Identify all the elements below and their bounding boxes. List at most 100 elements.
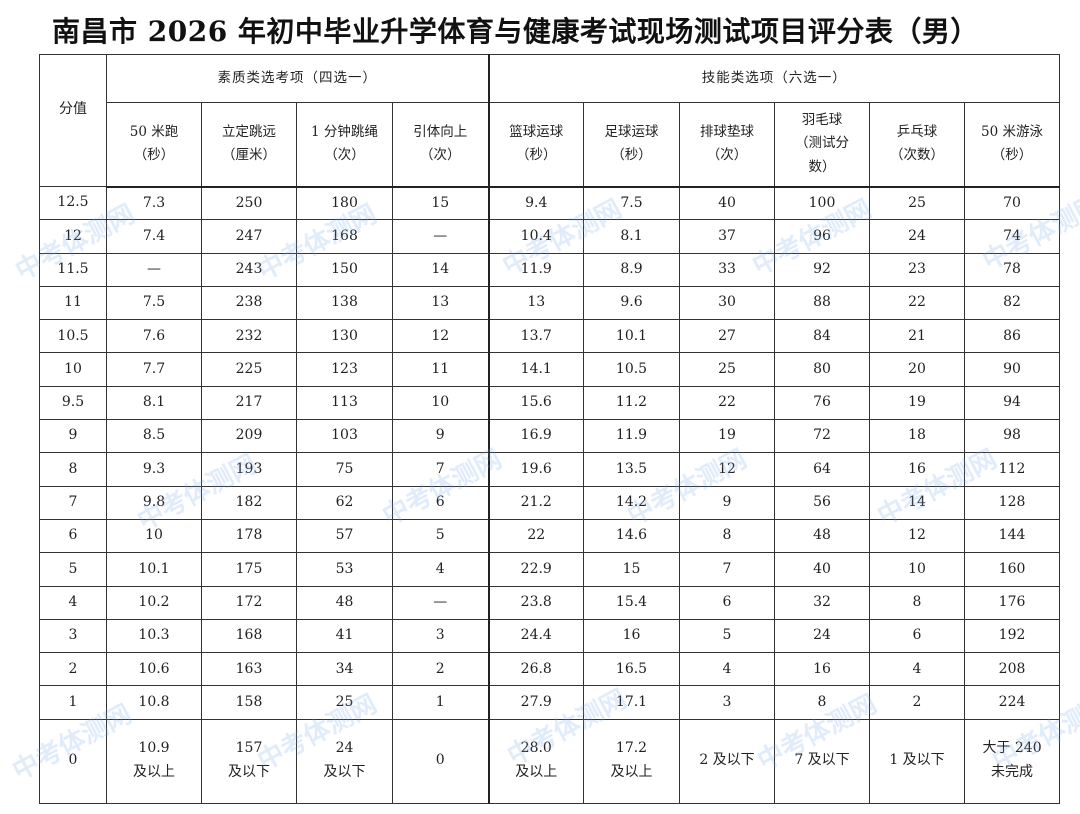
score-cell: 3 [39, 618, 107, 654]
column-header-line: 引体向上 [413, 123, 468, 140]
value-cell: 6 [869, 618, 965, 654]
value-cell: 10.8 [106, 685, 202, 720]
column-header: 引体向上 （次） [392, 102, 490, 188]
column-header-line: （测试分 [795, 135, 849, 152]
value-cell: 70 [963, 185, 1061, 221]
table-row: 10 7.7 225 123 11 14.1 10.5 25 80 20 90 [39, 352, 1061, 387]
value-cell: 168 [296, 219, 393, 254]
column-header-line: 50 米游泳 [981, 123, 1044, 140]
value-cell: 5 [679, 618, 775, 654]
score-table: 分值 素质类选考项（四选一） 技能类选项（六选一） 50 米跑 （秒） 立定跳远 （厘… [39, 54, 1061, 804]
value-cell: 62 [296, 485, 393, 520]
value-cell: 7 及以下 [774, 718, 870, 804]
column-header: 立定跳远 （厘米） [201, 102, 297, 188]
value-cell: 4 [679, 652, 775, 687]
value-cell: — [392, 585, 490, 620]
value-cell: 12 [869, 518, 965, 554]
value-cell: 1 [392, 685, 490, 720]
table-row: 11 7.5 238 138 13 13 9.6 30 88 22 82 [39, 285, 1061, 321]
value-cell: 238 [201, 285, 297, 321]
value-cell: 7 [392, 452, 490, 487]
cell-line: 10.9 [138, 740, 170, 757]
value-cell: 90 [963, 352, 1061, 387]
value-cell: 15 [392, 185, 490, 221]
value-cell: 8.1 [583, 219, 680, 254]
value-cell: 182 [201, 485, 297, 520]
value-cell: 20 [869, 352, 965, 387]
score-cell: 5 [39, 552, 107, 587]
table-row-zero: 0 10.9 及以上 157 及以下 24 及以下 0 28.0 及以上 17.2 及以上 2 及以下 7… [39, 718, 1061, 804]
value-cell: 9.4 [488, 185, 584, 221]
value-cell: 224 [963, 685, 1061, 720]
score-cell: 8 [39, 452, 107, 487]
value-cell: 10.3 [106, 618, 202, 654]
value-cell: 7.5 [106, 285, 202, 321]
value-cell: 25 [296, 685, 393, 720]
value-cell: 100 [774, 185, 870, 221]
value-cell: 57 [296, 518, 393, 554]
table-row: 12 7.4 247 168—10.4 8.1 37 96 24 74 [39, 219, 1061, 254]
value-cell: 37 [679, 219, 775, 254]
value-cell: 17.2 及以上 [583, 718, 680, 804]
value-cell: 12 [392, 319, 490, 354]
value-cell: 7.7 [106, 352, 202, 387]
column-header-line: （秒） [991, 147, 1033, 164]
value-cell: 大于 240 未完成 [963, 718, 1061, 804]
value-cell: 144 [963, 518, 1061, 554]
value-cell: 76 [774, 385, 870, 421]
value-cell: 10 [106, 518, 202, 554]
column-header-line: （次） [324, 147, 365, 164]
value-cell: 225 [201, 352, 297, 387]
value-cell: 27.9 [488, 685, 584, 720]
value-cell: 40 [679, 185, 775, 221]
score-cell: 10 [39, 352, 107, 387]
value-cell: 40 [774, 552, 870, 587]
value-cell: 25 [679, 352, 775, 387]
value-cell: 5 [392, 518, 490, 554]
value-cell: 7.3 [106, 185, 202, 221]
column-header: 1 分钟跳绳 （次） [296, 102, 393, 188]
value-cell: 10.1 [106, 552, 202, 587]
column-header-line: （厘米） [222, 147, 276, 164]
value-cell: 48 [296, 585, 393, 620]
value-cell: 78 [963, 252, 1061, 287]
value-cell: 86 [963, 319, 1061, 354]
column-header-line: 排球垫球 [700, 123, 754, 140]
value-cell: 16.9 [488, 419, 584, 454]
table-row: 9 8.5 209 103 9 16.9 11.9 19 72 18 98 [39, 419, 1061, 454]
value-cell: 3 [392, 618, 490, 654]
value-cell: 23.8 [488, 585, 584, 620]
score-cell: 9.5 [39, 385, 107, 421]
value-cell: 14.6 [583, 518, 680, 554]
score-cell: 7 [39, 485, 107, 520]
column-header-line: （秒） [611, 147, 652, 164]
value-cell: 48 [774, 518, 870, 554]
score-cell: 11.5 [39, 252, 107, 287]
value-cell: 172 [201, 585, 297, 620]
value-cell: 14 [392, 252, 490, 287]
cell-line: 及以下 [323, 764, 366, 781]
value-cell: 19 [869, 385, 965, 421]
value-cell: 7.5 [583, 185, 680, 221]
column-header-line: （次数） [890, 147, 944, 164]
score-cell: 1 [39, 685, 107, 720]
value-cell: 30 [679, 285, 775, 321]
value-cell: 8 [869, 585, 965, 620]
value-cell: 22 [488, 518, 584, 554]
value-cell: — [392, 219, 490, 254]
value-cell: 8.9 [583, 252, 680, 287]
value-cell: 23 [869, 252, 965, 287]
value-cell: 24.4 [488, 618, 584, 654]
value-cell: 11.9 [583, 419, 680, 454]
column-header: 50 米游泳 （秒） [963, 102, 1061, 188]
value-cell: 88 [774, 285, 870, 321]
value-cell: 94 [963, 385, 1061, 421]
skill-group-header: 技能类选项（六选一） [487, 54, 1061, 103]
column-header-line: 足球运球 [604, 123, 659, 140]
value-cell: 41 [296, 618, 393, 654]
score-cell: 11 [39, 285, 107, 321]
cell-line: 28.0 [520, 740, 552, 757]
value-cell: 160 [963, 552, 1061, 587]
cell-line: 未完成 [991, 764, 1034, 781]
value-cell: 103 [296, 419, 393, 454]
